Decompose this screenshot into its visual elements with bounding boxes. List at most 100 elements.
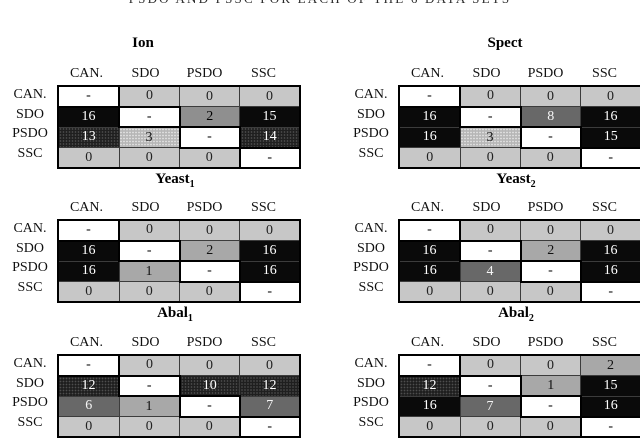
matrix-cell: 0 (179, 219, 240, 241)
table-row: 16 1-16 (57, 260, 301, 283)
column-headers: CAN. SDO PSDO SSC (398, 196, 634, 219)
matrix-cell: 0 (459, 416, 521, 438)
matrix-cell: - (459, 239, 522, 262)
matrix-cell: 16 (398, 106, 461, 128)
matrix-cell: 0 (459, 354, 521, 376)
matrix-cell: 0 (179, 416, 240, 438)
matrix-cell: 15 (580, 375, 640, 397)
matrix-cell: 0 (520, 85, 581, 107)
row-headers: CAN. SDO PSDO SSC (3, 85, 57, 169)
matrix-cell: 16 (57, 106, 120, 128)
matrix-cell: 12 (57, 375, 120, 397)
caption-text: Yeast (155, 171, 190, 187)
column-headers: CAN. SDO PSDO SSC (57, 331, 293, 354)
matrix-cell: 0 (398, 281, 461, 303)
col-header: CAN. (410, 335, 445, 350)
matrix-cell: - (57, 354, 120, 377)
col-header: SDO (131, 200, 160, 215)
matrix-cell: - (238, 415, 301, 438)
row-header: SDO (356, 106, 385, 122)
table-row: 16-8 16 (398, 105, 640, 128)
col-header: SSC (251, 335, 276, 350)
row-header: SDO (356, 240, 385, 256)
matrix-cell: - (398, 354, 461, 377)
matrix-cell: 0 (57, 281, 120, 303)
matrix-cell: 12 (239, 375, 301, 397)
col-header: PSDO (186, 66, 223, 81)
win-matrix-table: -0 0 0 16-2 16 16 4-16 0 0 0- (398, 219, 640, 303)
col-header: PSDO (186, 335, 223, 350)
table-row: 16 3-15 (398, 126, 640, 149)
row-header: PSDO (353, 395, 389, 410)
column-headers: CAN. SDO PSDO SSC (398, 62, 634, 85)
matrix-cell: 0 (459, 147, 521, 169)
matrix-cell: 0 (520, 354, 581, 376)
row-header: SDO (15, 375, 44, 391)
col-header: SSC (592, 66, 617, 81)
matrix-block-bottom-ion: CAN. SDO PSDO SSC CAN. SDO PSDO SSC -0 0 0 12-10 12 6… (3, 331, 309, 440)
table-caption: Yeast2 (398, 171, 634, 190)
matrix-cell: 0 (520, 416, 581, 438)
matrix-cell: 16 (398, 260, 461, 282)
matrix-cell: 0 (580, 85, 640, 107)
group-header-ion: Ion (132, 35, 154, 51)
col-header: PSDO (527, 66, 564, 81)
col-header: SSC (251, 66, 276, 81)
matrix-body: CAN. SDO PSDO SSC -0 0 0 16-2 16 16 4-16 0 0 0- (344, 219, 640, 303)
matrix-cell: - (118, 374, 181, 397)
matrix-cell: 0 (520, 219, 581, 241)
col-header: SDO (472, 200, 501, 215)
matrix-cell: 0 (459, 219, 521, 241)
row-header: PSDO (353, 126, 389, 141)
matrix-cell: 0 (520, 281, 581, 303)
col-header: CAN. (410, 66, 445, 81)
matrix-cell: 0 (118, 281, 180, 303)
matrix-cell: 8 (520, 106, 581, 128)
matrix-cell: 16 (398, 240, 461, 262)
col-header: PSDO (527, 200, 564, 215)
column-headers: CAN. SDO PSDO SSC (57, 196, 293, 219)
col-header: SSC (592, 335, 617, 350)
matrix-cell: - (118, 239, 181, 262)
matrix-cell: 16 (239, 260, 301, 282)
matrix-cell: 0 (520, 147, 581, 169)
win-matrix-table: -0 0 0 16-2 15 13 3-14 0 0 0- (57, 85, 301, 169)
matrix-cell: 16 (398, 126, 461, 148)
matrix-cell: 2 (179, 106, 240, 128)
matrix-body: CAN. SDO PSDO SSC -0 0 0 16-8 16 16 3-15 0 0 0- (344, 85, 640, 169)
table-row: 16-2 16 (57, 239, 301, 262)
win-matrix-table: -0 0 2 12-1 15 16 7-16 0 0 0- (398, 354, 640, 438)
matrix-cell: 16 (239, 240, 301, 262)
matrix-cell: 1 (520, 375, 581, 397)
matrix-cell: 16 (57, 260, 120, 282)
matrix-cell: 0 (118, 147, 180, 169)
matrix-block-abal2: CAN. SDO PSDO SSC CAN. SDO PSDO SSC -0 0 0 16-2 16 16… (344, 196, 640, 324)
row-header: CAN. (354, 356, 388, 371)
row-header: SDO (356, 375, 385, 391)
matrix-cell: 16 (57, 240, 120, 262)
row-headers: CAN. SDO PSDO SSC (3, 219, 57, 303)
matrix-cell: - (178, 260, 241, 283)
matrix-cell: 12 (398, 375, 461, 397)
matrix-cell: - (579, 280, 640, 303)
caption-text: Abal (157, 305, 188, 321)
matrix-cell: - (459, 105, 522, 128)
col-header: PSDO (186, 200, 223, 215)
matrix-cell: 0 (57, 416, 120, 438)
row-header: PSDO (12, 395, 48, 410)
row-headers: CAN. SDO PSDO SSC (3, 354, 57, 438)
column-headers: CAN. SDO PSDO SSC (398, 331, 634, 354)
matrix-cell: 2 (520, 240, 581, 262)
matrix-cell: - (178, 126, 241, 149)
matrix-cell: - (238, 280, 301, 303)
matrix-block-abal1: CAN. SDO PSDO SSC CAN. SDO PSDO SSC -0 0 0 16-2 16 16… (3, 196, 309, 324)
matrix-cell: 0 (118, 416, 180, 438)
